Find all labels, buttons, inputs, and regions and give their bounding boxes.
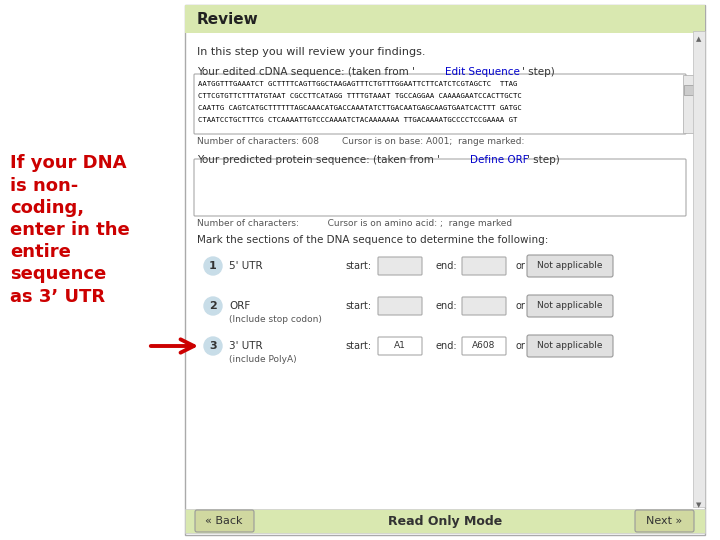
Text: Not applicable: Not applicable	[537, 261, 603, 271]
Text: Read Only Mode: Read Only Mode	[388, 515, 502, 528]
FancyBboxPatch shape	[185, 5, 705, 535]
Text: or: or	[515, 301, 525, 311]
FancyBboxPatch shape	[185, 509, 705, 533]
Text: ' step): ' step)	[522, 67, 554, 77]
FancyBboxPatch shape	[378, 297, 422, 315]
Text: 5' UTR: 5' UTR	[229, 261, 263, 271]
FancyBboxPatch shape	[462, 337, 506, 355]
FancyBboxPatch shape	[527, 335, 613, 357]
Text: 3: 3	[210, 341, 217, 351]
FancyBboxPatch shape	[194, 74, 686, 134]
Text: (include PolyA): (include PolyA)	[229, 354, 297, 363]
Text: start:: start:	[345, 301, 371, 311]
Text: CAATTG CAGTCATGCTTTTTTAGCAAACATGACCAAATATCTTGACAATGAGCAAGTGAATCACTTT GATGC: CAATTG CAGTCATGCTTTTTTAGCAAACATGACCAAATA…	[198, 105, 522, 111]
FancyBboxPatch shape	[693, 31, 705, 507]
Text: end:: end:	[435, 341, 456, 351]
Text: ORF: ORF	[229, 301, 251, 311]
Text: end:: end:	[435, 301, 456, 311]
Text: 1: 1	[209, 261, 217, 271]
FancyBboxPatch shape	[527, 295, 613, 317]
Text: A1: A1	[394, 341, 406, 350]
Text: Your edited cDNA sequence: (taken from ': Your edited cDNA sequence: (taken from '	[197, 67, 415, 77]
Text: AATGGTTTGAAATCT GCTTTTCAGTTGGCTAAGAGTTTCTGTTTGGAATTCTTCATCTCGTAGCTC  TTAG: AATGGTTTGAAATCT GCTTTTCAGTTGGCTAAGAGTTTC…	[198, 81, 518, 87]
FancyBboxPatch shape	[378, 257, 422, 275]
Text: Define ORF: Define ORF	[470, 155, 528, 165]
Text: 2: 2	[209, 301, 217, 311]
Text: start:: start:	[345, 341, 371, 351]
Text: end:: end:	[435, 261, 456, 271]
Text: 3' UTR: 3' UTR	[229, 341, 263, 351]
Text: In this step you will review your findings.: In this step you will review your findin…	[197, 47, 426, 57]
Circle shape	[204, 337, 222, 355]
FancyBboxPatch shape	[462, 257, 506, 275]
Text: Edit Sequence: Edit Sequence	[445, 67, 520, 77]
FancyBboxPatch shape	[195, 510, 254, 532]
FancyBboxPatch shape	[684, 85, 694, 95]
Text: If your DNA
is non-
coding,
enter in the
entire
sequence
as 3’ UTR: If your DNA is non- coding, enter in the…	[10, 154, 130, 306]
Circle shape	[204, 257, 222, 275]
Text: Your predicted protein sequence: (taken from ': Your predicted protein sequence: (taken …	[197, 155, 440, 165]
FancyBboxPatch shape	[194, 159, 686, 216]
Text: Not applicable: Not applicable	[537, 301, 603, 310]
Text: ▲: ▲	[696, 36, 702, 42]
Text: or: or	[515, 261, 525, 271]
FancyBboxPatch shape	[635, 510, 694, 532]
FancyBboxPatch shape	[378, 337, 422, 355]
Text: or: or	[515, 341, 525, 351]
Text: Number of characters:          Cursor is on amino acid: ;  range marked: Number of characters: Cursor is on amino…	[197, 219, 512, 228]
Text: start:: start:	[345, 261, 371, 271]
Text: « Back: « Back	[205, 516, 243, 526]
Text: CTAATCCTGCTTTCG CTCAAAATTGTCCCAAAATCTACAAAAAAA TTGACAAAATGCCCCTCCGAAAA GT: CTAATCCTGCTTTCG CTCAAAATTGTCCCAAAATCTACA…	[198, 117, 518, 123]
Text: Review: Review	[197, 11, 258, 26]
Text: Next »: Next »	[646, 516, 682, 526]
Text: (Include stop codon): (Include stop codon)	[229, 314, 322, 323]
Text: ▼: ▼	[696, 502, 702, 508]
Text: Number of characters: 608        Cursor is on base: A001;  range marked:: Number of characters: 608 Cursor is on b…	[197, 137, 524, 146]
FancyBboxPatch shape	[527, 255, 613, 277]
FancyBboxPatch shape	[462, 297, 506, 315]
FancyBboxPatch shape	[185, 5, 705, 33]
Text: CTTCGTGTTCTTTATGTAAT CGCCTTCATAGG TTTTGTAAAT TGCCAGGAA CAAAAGAATCCACTTGCTC: CTTCGTGTTCTTTATGTAAT CGCCTTCATAGG TTTTGT…	[198, 93, 522, 99]
Text: ' step): ' step)	[527, 155, 559, 165]
FancyBboxPatch shape	[683, 75, 695, 133]
Text: A608: A608	[472, 341, 495, 350]
Circle shape	[204, 297, 222, 315]
Text: Mark the sections of the DNA sequence to determine the following:: Mark the sections of the DNA sequence to…	[197, 235, 549, 245]
Text: Not applicable: Not applicable	[537, 341, 603, 350]
